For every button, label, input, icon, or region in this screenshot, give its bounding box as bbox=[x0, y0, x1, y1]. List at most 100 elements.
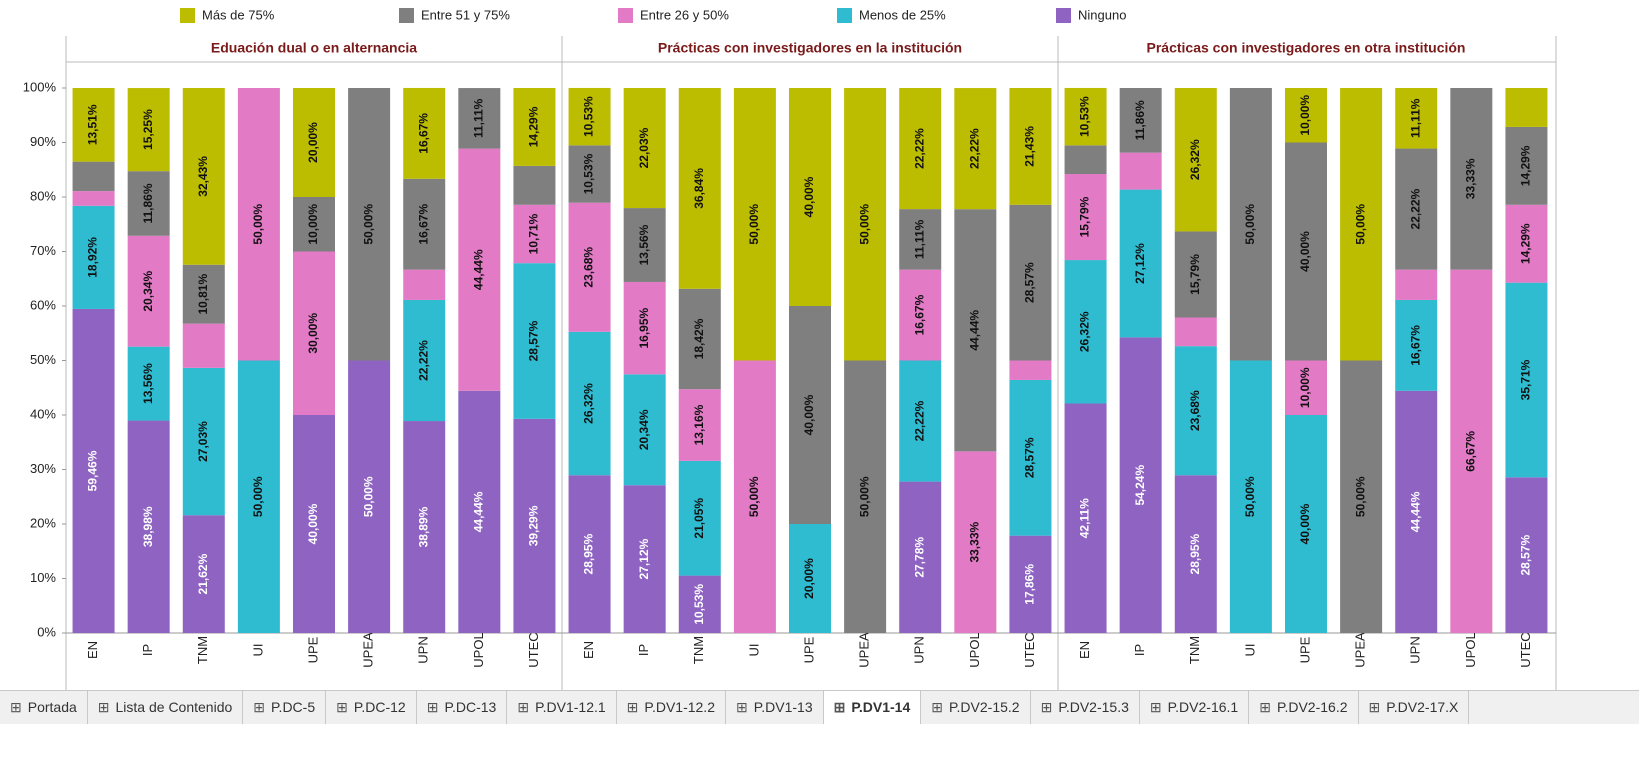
bar-segment bbox=[403, 421, 446, 633]
data-label: 18,92% bbox=[86, 237, 100, 278]
data-label: 21,62% bbox=[196, 553, 210, 594]
sheet-tab[interactable]: P.DC-13 bbox=[417, 691, 508, 724]
bar-segment bbox=[1229, 360, 1272, 633]
bar-segment bbox=[293, 251, 335, 415]
data-label: 50,00% bbox=[857, 476, 871, 517]
bar-segment bbox=[513, 165, 556, 205]
sheet-tab[interactable]: P.DV1-14 bbox=[823, 691, 922, 724]
x-tick-label: UPEA bbox=[1353, 632, 1368, 668]
bar-segment bbox=[623, 88, 666, 209]
bar-segment bbox=[458, 88, 501, 149]
sheet-tab[interactable]: P.DV2-17.X bbox=[1359, 691, 1470, 724]
bar-segment bbox=[1395, 299, 1438, 391]
data-label: 42,11% bbox=[1078, 498, 1092, 538]
bar-segment bbox=[1064, 174, 1107, 261]
bar-segment bbox=[127, 171, 170, 236]
data-label: 40,00% bbox=[802, 176, 816, 217]
bar-segment bbox=[182, 88, 225, 265]
data-label: 39,29% bbox=[527, 505, 541, 546]
x-tick-label: UTEC bbox=[526, 632, 541, 667]
bar-segment bbox=[127, 420, 170, 633]
sheet-tab[interactable]: P.DV2-15.3 bbox=[1031, 691, 1140, 724]
data-label: 28,57% bbox=[1023, 262, 1037, 303]
data-label: 11,11% bbox=[1408, 98, 1422, 138]
bar-segment bbox=[403, 87, 446, 179]
x-tick-label: IP bbox=[636, 644, 651, 656]
data-label: 18,42% bbox=[692, 318, 706, 359]
data-label: 50,00% bbox=[857, 204, 871, 245]
data-label: 28,57% bbox=[527, 320, 541, 361]
x-tick-label: UPOL bbox=[967, 632, 982, 667]
data-label: 10,81% bbox=[196, 274, 210, 315]
panel-title: Eduación dual o en alternancia bbox=[211, 40, 417, 56]
bar-segment bbox=[899, 209, 942, 270]
sheet-tab[interactable]: P.DV1-12.1 bbox=[507, 691, 617, 724]
data-label: 50,00% bbox=[747, 204, 761, 245]
sheet-tab[interactable]: P.DV1-13 bbox=[726, 691, 824, 724]
bar-segment bbox=[678, 88, 721, 289]
x-tick-label: UPEA bbox=[361, 632, 376, 668]
bar-segment bbox=[1174, 475, 1217, 633]
bar-segment bbox=[678, 460, 721, 576]
x-tick-label: UI bbox=[250, 644, 265, 657]
sheet-tab[interactable]: P.DC-5 bbox=[243, 691, 327, 724]
y-tick-label: 10% bbox=[30, 570, 56, 585]
data-label: 22,22% bbox=[968, 128, 982, 169]
sheet-tab[interactable]: P.DC-12 bbox=[326, 691, 417, 724]
sheet-tab[interactable]: Lista de Contenido bbox=[88, 691, 244, 724]
bar-segment bbox=[789, 306, 831, 524]
bar-segment bbox=[1119, 88, 1162, 153]
bar-segment bbox=[1450, 269, 1493, 633]
data-label: 15,79% bbox=[1078, 196, 1092, 237]
x-tick-label: UPOL bbox=[1463, 632, 1478, 667]
data-label: 38,89% bbox=[416, 506, 430, 547]
bar-segment bbox=[182, 367, 225, 516]
sheet-tab[interactable]: P.DV2-16.1 bbox=[1140, 691, 1250, 724]
data-label: 66,67% bbox=[1464, 431, 1478, 472]
y-tick-label: 80% bbox=[30, 188, 56, 203]
data-label: 28,95% bbox=[1188, 533, 1202, 574]
data-label: 13,16% bbox=[692, 404, 706, 445]
sheet-tab[interactable]: Portada bbox=[0, 691, 88, 724]
bar-segment bbox=[1064, 403, 1107, 633]
x-tick-label: TNM bbox=[1187, 636, 1202, 664]
bar-segment bbox=[403, 299, 446, 422]
bar-segment bbox=[72, 161, 115, 192]
data-label: 15,79% bbox=[1188, 254, 1202, 295]
bar-segment bbox=[293, 415, 335, 633]
data-label: 10,71% bbox=[527, 213, 541, 254]
bar-segment bbox=[72, 191, 115, 206]
bar-segment bbox=[293, 88, 335, 197]
bar-segment bbox=[348, 360, 391, 633]
bar-segment bbox=[1395, 148, 1438, 270]
data-label: 40,00% bbox=[1298, 503, 1312, 544]
sheet-tab[interactable]: P.DV2-16.2 bbox=[1249, 691, 1359, 724]
data-label: 27,03% bbox=[196, 421, 210, 462]
x-tick-label: UPE bbox=[305, 636, 320, 663]
data-label: 21,43% bbox=[1023, 126, 1037, 167]
bar-segment bbox=[403, 178, 446, 270]
bar-segment bbox=[1285, 360, 1327, 415]
sheet-tab[interactable]: P.DV1-12.2 bbox=[617, 691, 726, 724]
sheet-tab[interactable]: P.DV2-15.2 bbox=[921, 691, 1031, 724]
bar-segment bbox=[954, 88, 997, 210]
data-label: 10,53% bbox=[582, 153, 596, 194]
bar-segment bbox=[1285, 142, 1327, 361]
bar-segment bbox=[237, 360, 280, 633]
data-label: 14,29% bbox=[1519, 223, 1533, 264]
panel-title: Prácticas con investigadores en otra ins… bbox=[1147, 40, 1466, 56]
data-label: 44,44% bbox=[968, 310, 982, 351]
bar-segment bbox=[733, 360, 776, 633]
bar-segment bbox=[1450, 88, 1493, 270]
data-label: 44,44% bbox=[1408, 491, 1422, 532]
bar-segment bbox=[513, 418, 556, 633]
y-tick-label: 20% bbox=[30, 515, 56, 530]
bar-segment bbox=[293, 197, 335, 252]
bar-segment bbox=[623, 485, 666, 633]
data-label: 44,44% bbox=[472, 249, 486, 290]
legend-swatch bbox=[399, 8, 414, 23]
bar-segment bbox=[1009, 88, 1052, 205]
data-label: 11,86% bbox=[1133, 100, 1147, 140]
y-tick-label: 30% bbox=[30, 461, 56, 476]
data-label: 40,00% bbox=[306, 503, 320, 544]
